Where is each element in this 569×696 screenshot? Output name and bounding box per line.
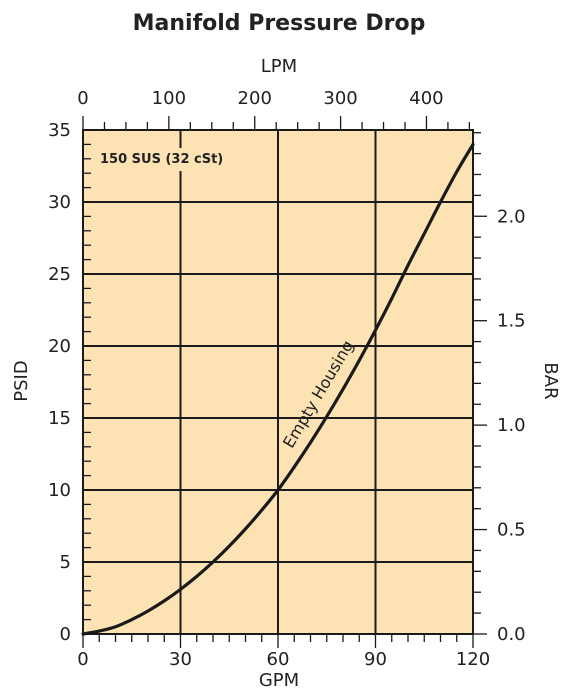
x-axis-title: GPM (259, 670, 299, 691)
y-axis-title: PSID (11, 360, 32, 401)
y-tick-label: 30 (48, 192, 71, 213)
chart-title: Manifold Pressure Drop (133, 11, 426, 36)
x-tick-label: 90 (364, 649, 387, 670)
y-tick-label: 10 (48, 480, 71, 501)
y-tick-label: 20 (48, 336, 71, 357)
x-tick-label: 0 (77, 649, 88, 670)
x2-tick-label: 100 (152, 88, 186, 109)
viscosity-annotation: 150 SUS (32 cSt) (100, 152, 223, 167)
y-tick-label: 35 (48, 120, 71, 141)
x2-tick-label: 400 (409, 88, 443, 109)
x2-axis-title: LPM (261, 56, 297, 77)
y2-axis-title: BAR (540, 362, 561, 399)
x2-tick-label: 200 (238, 88, 272, 109)
x2-tick-label: 0 (77, 88, 88, 109)
y-tick-label: 15 (48, 408, 71, 429)
x-tick-label: 60 (267, 649, 290, 670)
y2-tick-label: 0.5 (497, 520, 526, 541)
x-tick-label: 120 (456, 649, 490, 670)
y-tick-label: 5 (60, 552, 71, 573)
y2-tick-label: 1.5 (497, 311, 526, 332)
y2-tick-label: 1.0 (497, 415, 526, 436)
y2-tick-label: 2.0 (497, 206, 526, 227)
annotation-box (95, 148, 229, 171)
minor-ticks (82, 116, 487, 648)
y-tick-label: 0 (60, 624, 71, 645)
plot-frame (82, 129, 474, 635)
tick-labels: 0 30 60 90 120 0 100 200 300 400 0 5 10 15 20 25 30 35 0.0… (48, 88, 526, 670)
x-tick-label: 30 (169, 649, 192, 670)
x2-tick-label: 300 (323, 88, 357, 109)
series-line-empty-housing (81, 142, 475, 636)
y2-tick-label: 0.0 (497, 624, 526, 645)
y-tick-label: 25 (48, 264, 71, 285)
grid-lines (83, 130, 473, 634)
